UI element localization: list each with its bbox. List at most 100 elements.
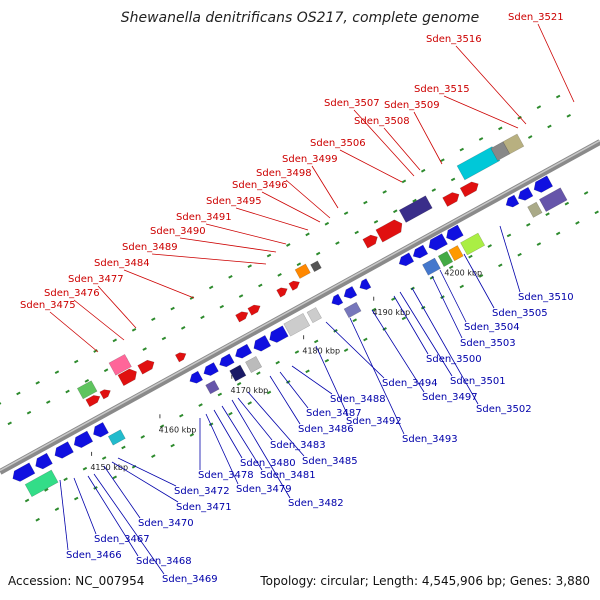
bottom-gene-label[interactable]: Sden_3503 <box>460 338 516 349</box>
top-gene-label[interactable]: Sden_3521 <box>508 12 564 23</box>
bottom-gene-label[interactable]: Sden_3486 <box>298 424 354 435</box>
top-gene-label[interactable]: Sden_3495 <box>206 196 262 207</box>
bottom-gene-feature[interactable] <box>516 186 534 203</box>
bottom-gene-feature[interactable] <box>201 362 219 378</box>
bottom-gene-feature[interactable] <box>187 370 204 386</box>
top-gene-label[interactable]: Sden_3508 <box>354 116 410 127</box>
bottom-gene-label[interactable]: Sden_3483 <box>270 440 326 451</box>
bottom-gene-feature[interactable] <box>539 187 568 212</box>
top-gene-label[interactable]: Sden_3515 <box>414 84 470 95</box>
bottom-gene-label[interactable]: Sden_3510 <box>518 292 574 303</box>
bottom-gene-feature[interactable] <box>233 343 253 360</box>
bottom-gene-feature[interactable] <box>329 293 344 308</box>
bottom-gene-feature[interactable] <box>229 364 247 382</box>
bottom-gene-label[interactable]: Sden_3487 <box>306 408 362 419</box>
top-gene-label[interactable]: Sden_3490 <box>150 226 206 237</box>
bottom-gene-feature[interactable] <box>283 312 311 337</box>
bottom-gene-feature[interactable] <box>437 250 454 267</box>
top-gene-label[interactable]: Sden_3509 <box>384 100 440 111</box>
top-gene-feature[interactable] <box>288 279 302 291</box>
top-gene-feature[interactable] <box>375 217 406 243</box>
bottom-gene-feature[interactable] <box>24 469 59 498</box>
bottom-gene-label[interactable]: Sden_3472 <box>174 486 230 497</box>
top-gene-label[interactable]: Sden_3499 <box>282 154 338 165</box>
top-gene-label[interactable]: Sden_3489 <box>122 242 178 253</box>
top-gene-label[interactable]: Sden_3507 <box>324 98 380 109</box>
bottom-gene-feature[interactable] <box>10 462 36 484</box>
bottom-gene-label[interactable]: Sden_3468 <box>136 556 192 567</box>
bottom-gene-feature[interactable] <box>426 233 448 253</box>
bottom-gene-feature[interactable] <box>448 245 464 262</box>
bottom-gene-label[interactable]: Sden_3466 <box>66 550 122 561</box>
top-gene-feature[interactable] <box>108 353 132 376</box>
top-gene-feature[interactable] <box>174 350 188 363</box>
bottom-gene-label[interactable]: Sden_3504 <box>464 322 520 333</box>
bottom-gene-feature[interactable] <box>504 194 520 210</box>
top-gene-feature[interactable] <box>85 393 102 408</box>
bottom-gene-feature[interactable] <box>460 232 486 256</box>
top-gene-label[interactable]: Sden_3476 <box>44 288 100 299</box>
bottom-gene-label[interactable]: Sden_3481 <box>260 470 316 481</box>
bottom-gene-feature[interactable] <box>251 335 272 353</box>
top-gene-feature[interactable] <box>294 263 311 279</box>
bottom-gene-feature[interactable] <box>107 429 126 446</box>
bottom-gene-feature[interactable] <box>531 175 554 195</box>
bottom-gene-label[interactable]: Sden_3505 <box>492 308 548 319</box>
top-gene-feature[interactable] <box>117 367 140 387</box>
bottom-gene-label[interactable]: Sden_3471 <box>176 502 232 513</box>
bottom-gene-feature[interactable] <box>33 452 53 471</box>
bottom-gene-label[interactable]: Sden_3497 <box>422 392 478 403</box>
bottom-gene-feature[interactable] <box>397 252 415 269</box>
top-gene-feature[interactable] <box>442 190 462 207</box>
top-gene-feature[interactable] <box>490 141 511 162</box>
top-gene-feature[interactable] <box>137 358 157 375</box>
top-gene-feature[interactable] <box>76 380 98 400</box>
bottom-gene-feature[interactable] <box>267 325 289 345</box>
bottom-gene-feature[interactable] <box>343 301 362 319</box>
top-gene-feature[interactable] <box>235 309 250 323</box>
top-gene-label[interactable]: Sden_3498 <box>256 168 312 179</box>
top-gene-feature[interactable] <box>99 387 113 400</box>
bottom-gene-feature[interactable] <box>205 380 220 395</box>
top-gene-feature[interactable] <box>310 260 322 273</box>
top-gene-feature[interactable] <box>276 285 290 298</box>
bottom-gene-feature[interactable] <box>52 441 74 461</box>
bottom-gene-label[interactable]: Sden_3494 <box>382 378 438 389</box>
bottom-gene-label[interactable]: Sden_3478 <box>198 470 254 481</box>
bottom-gene-feature[interactable] <box>71 430 94 450</box>
top-gene-label[interactable]: Sden_3516 <box>426 34 482 45</box>
top-gene-label[interactable]: Sden_3475 <box>20 300 76 311</box>
bottom-gene-label[interactable]: Sden_3500 <box>426 354 482 365</box>
bottom-gene-feature[interactable] <box>217 353 235 370</box>
top-gene-feature[interactable] <box>398 195 433 223</box>
bottom-gene-feature[interactable] <box>422 257 441 276</box>
top-gene-feature[interactable] <box>459 179 481 198</box>
bottom-gene-feature[interactable] <box>245 355 263 373</box>
top-gene-label[interactable]: Sden_3484 <box>94 258 150 269</box>
top-gene-feature[interactable] <box>502 133 525 155</box>
bottom-gene-label[interactable]: Sden_3470 <box>138 518 194 529</box>
top-gene-label[interactable]: Sden_3477 <box>68 274 124 285</box>
top-gene-label[interactable]: Sden_3496 <box>232 180 288 191</box>
top-gene-label[interactable]: Sden_3491 <box>176 212 232 223</box>
top-gene-label[interactable]: Sden_3506 <box>310 138 366 149</box>
bottom-gene-label[interactable]: Sden_3482 <box>288 498 344 509</box>
bottom-gene-label[interactable]: Sden_3502 <box>476 404 532 415</box>
top-gene-feature[interactable] <box>362 233 380 249</box>
bottom-gene-feature[interactable] <box>411 244 429 261</box>
bottom-gene-feature[interactable] <box>342 285 358 301</box>
bottom-gene-label[interactable]: Sden_3485 <box>302 456 358 467</box>
bottom-gene-label[interactable]: Sden_3501 <box>450 376 506 387</box>
top-gene-feature[interactable] <box>247 303 262 316</box>
bottom-gene-label[interactable]: Sden_3493 <box>402 434 458 445</box>
bottom-gene-label[interactable]: Sden_3480 <box>240 458 296 469</box>
bottom-gene-feature[interactable] <box>357 278 372 293</box>
bottom-gene-feature[interactable] <box>444 224 464 243</box>
bottom-gene-feature[interactable] <box>306 307 322 324</box>
bottom-gene-label[interactable]: Sden_3467 <box>94 534 150 545</box>
bottom-gene-label[interactable]: Sden_3492 <box>346 416 402 427</box>
bottom-gene-label[interactable]: Sden_3469 <box>162 574 218 585</box>
bottom-gene-feature[interactable] <box>91 421 109 439</box>
bottom-gene-feature[interactable] <box>527 201 543 218</box>
bottom-gene-label[interactable]: Sden_3488 <box>330 394 386 405</box>
